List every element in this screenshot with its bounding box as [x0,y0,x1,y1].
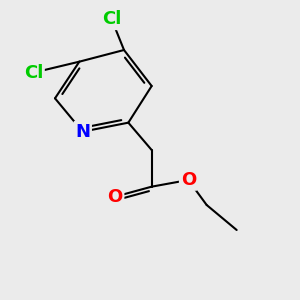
Text: O: O [107,188,123,206]
Text: O: O [181,171,196,189]
Text: N: N [75,123,90,141]
Text: Cl: Cl [24,64,43,82]
Text: Cl: Cl [102,10,122,28]
